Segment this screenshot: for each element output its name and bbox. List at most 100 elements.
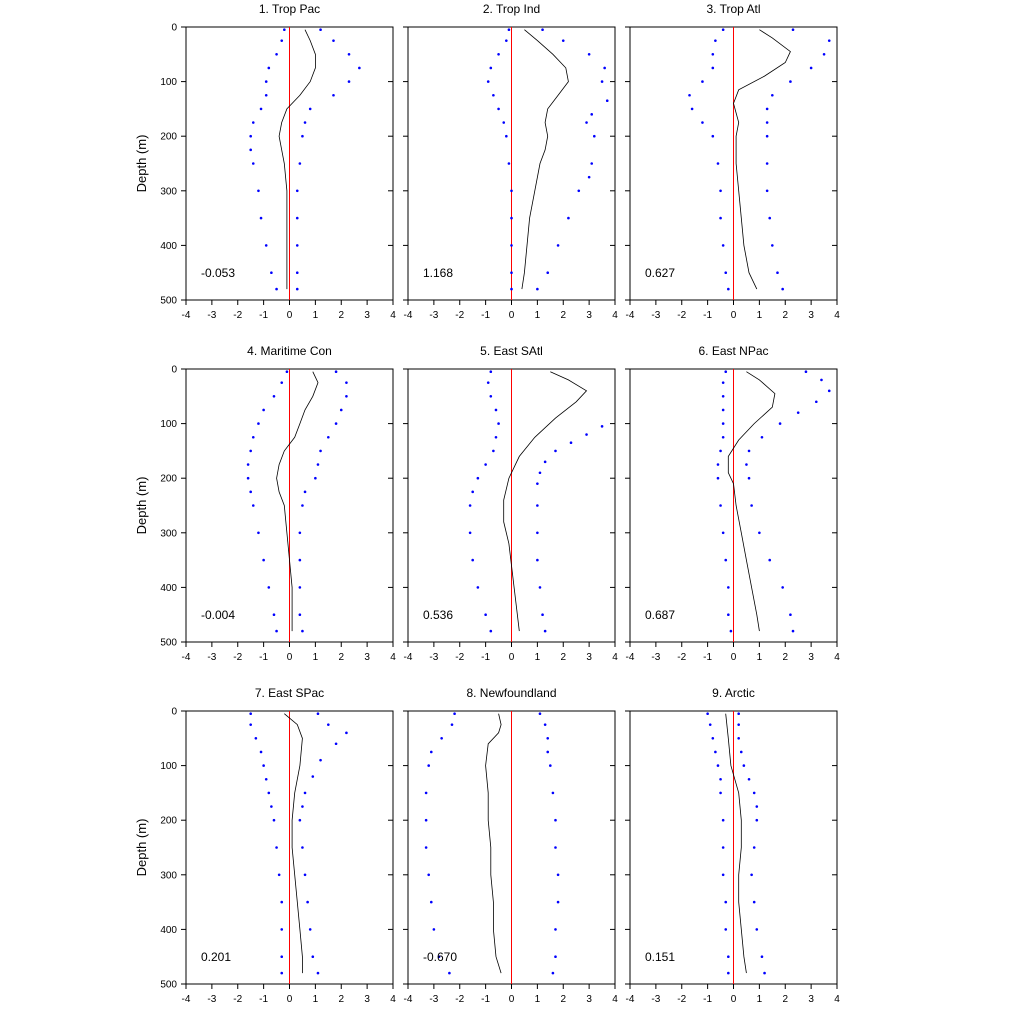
panel-annotation: 0.687 xyxy=(645,608,675,622)
x-tick-label: -2 xyxy=(677,652,686,663)
x-tick-label: 2 xyxy=(782,994,788,1005)
lower-bound-point xyxy=(489,66,493,70)
upper-bound-point xyxy=(556,244,560,247)
lower-bound-point xyxy=(424,846,428,849)
upper-bound-point xyxy=(791,629,795,633)
lower-bound-point xyxy=(711,66,715,70)
x-tick-label: 1 xyxy=(757,994,763,1005)
upper-bound-point xyxy=(739,750,743,754)
upper-bound-point xyxy=(298,586,302,589)
upper-bound-point xyxy=(332,93,335,97)
panel-annotation: 0.201 xyxy=(201,950,231,964)
x-tick-label: -2 xyxy=(455,652,464,663)
upper-bound-point xyxy=(536,482,539,485)
upper-bound-point xyxy=(551,971,555,975)
lower-bound-point xyxy=(721,395,725,398)
lower-bound-point xyxy=(272,818,276,822)
lower-bound-point xyxy=(277,873,281,877)
upper-bound-point xyxy=(809,66,813,70)
x-tick-label: 1 xyxy=(313,994,319,1005)
upper-bound-point xyxy=(303,121,307,124)
upper-bound-point xyxy=(536,504,539,507)
upper-bound-point xyxy=(301,629,304,633)
upper-bound-point xyxy=(334,370,338,374)
y-axis-label: Depth (m) xyxy=(134,819,149,877)
x-tick-label: 2 xyxy=(782,310,788,321)
x-tick-label: 1 xyxy=(757,652,763,663)
upper-bound-point xyxy=(763,971,766,975)
upper-bound-point xyxy=(791,28,795,32)
mean-profile-line xyxy=(485,713,502,974)
upper-bound-point xyxy=(306,900,309,904)
panel-annotation: -0.004 xyxy=(201,608,235,622)
x-tick-label: 1 xyxy=(535,652,541,663)
upper-bound-point xyxy=(750,873,753,877)
lower-bound-point xyxy=(429,900,433,904)
panel-annotation: 0.536 xyxy=(423,608,453,622)
lower-bound-point xyxy=(510,287,513,291)
upper-bound-point xyxy=(765,134,769,138)
upper-bound-point xyxy=(319,28,322,32)
lower-bound-point xyxy=(484,463,487,466)
lower-bound-point xyxy=(719,504,722,507)
upper-bound-point xyxy=(301,134,304,138)
x-tick-label: 4 xyxy=(390,310,396,321)
upper-bound-point xyxy=(546,750,550,754)
upper-bound-point xyxy=(587,53,591,56)
x-tick-label: -3 xyxy=(207,310,216,321)
upper-bound-point xyxy=(765,121,769,124)
upper-bound-point xyxy=(295,244,299,247)
upper-bound-point xyxy=(600,80,604,83)
lower-bound-point xyxy=(259,107,263,111)
lower-bound-point xyxy=(471,558,474,562)
lower-bound-point xyxy=(711,134,715,138)
upper-bound-point xyxy=(760,435,764,439)
mean-profile-line xyxy=(727,371,776,632)
lower-bound-point xyxy=(719,791,722,795)
x-tick-label: 0 xyxy=(731,994,737,1005)
y-tick-label: 500 xyxy=(160,980,177,991)
x-tick-label: 3 xyxy=(364,310,370,321)
upper-bound-point xyxy=(298,818,302,822)
x-tick-label: -1 xyxy=(259,652,268,663)
upper-bound-point xyxy=(332,39,335,42)
x-tick-label: -3 xyxy=(429,652,438,663)
lower-bound-point xyxy=(270,805,273,808)
upper-bound-point xyxy=(311,775,315,778)
x-tick-label: -1 xyxy=(481,994,490,1005)
upper-bound-point xyxy=(308,107,312,111)
lower-bound-point xyxy=(497,53,500,56)
upper-bound-point xyxy=(308,928,312,931)
lower-bound-point xyxy=(259,750,263,754)
lower-bound-point xyxy=(711,737,715,740)
x-tick-label: -4 xyxy=(182,310,191,321)
x-tick-label: 4 xyxy=(834,310,840,321)
upper-bound-point xyxy=(295,287,299,291)
lower-bound-point xyxy=(727,613,730,616)
lower-bound-point xyxy=(714,750,717,754)
upper-bound-point xyxy=(345,381,348,384)
upper-bound-point xyxy=(554,928,557,931)
lower-bound-point xyxy=(249,449,252,453)
upper-bound-point xyxy=(549,764,552,767)
upper-bound-point xyxy=(347,80,351,83)
lower-bound-point xyxy=(285,370,289,374)
lower-bound-point xyxy=(251,435,255,439)
upper-bound-point xyxy=(301,846,304,849)
upper-bound-point xyxy=(778,422,782,425)
x-tick-label: -3 xyxy=(651,310,660,321)
mean-profile-line xyxy=(733,29,791,290)
lower-bound-point xyxy=(249,490,252,494)
x-tick-label: -1 xyxy=(481,652,490,663)
lower-bound-point xyxy=(721,28,725,32)
x-tick-label: 4 xyxy=(390,652,396,663)
upper-bound-point xyxy=(541,28,544,32)
upper-bound-point xyxy=(295,271,299,275)
x-tick-label: 3 xyxy=(364,652,370,663)
x-tick-label: 0 xyxy=(731,310,737,321)
x-tick-label: 4 xyxy=(834,994,840,1005)
lower-bound-point xyxy=(280,928,284,931)
y-axis-label: Depth (m) xyxy=(134,477,149,535)
x-tick-label: 2 xyxy=(338,310,344,321)
x-tick-label: -2 xyxy=(677,310,686,321)
